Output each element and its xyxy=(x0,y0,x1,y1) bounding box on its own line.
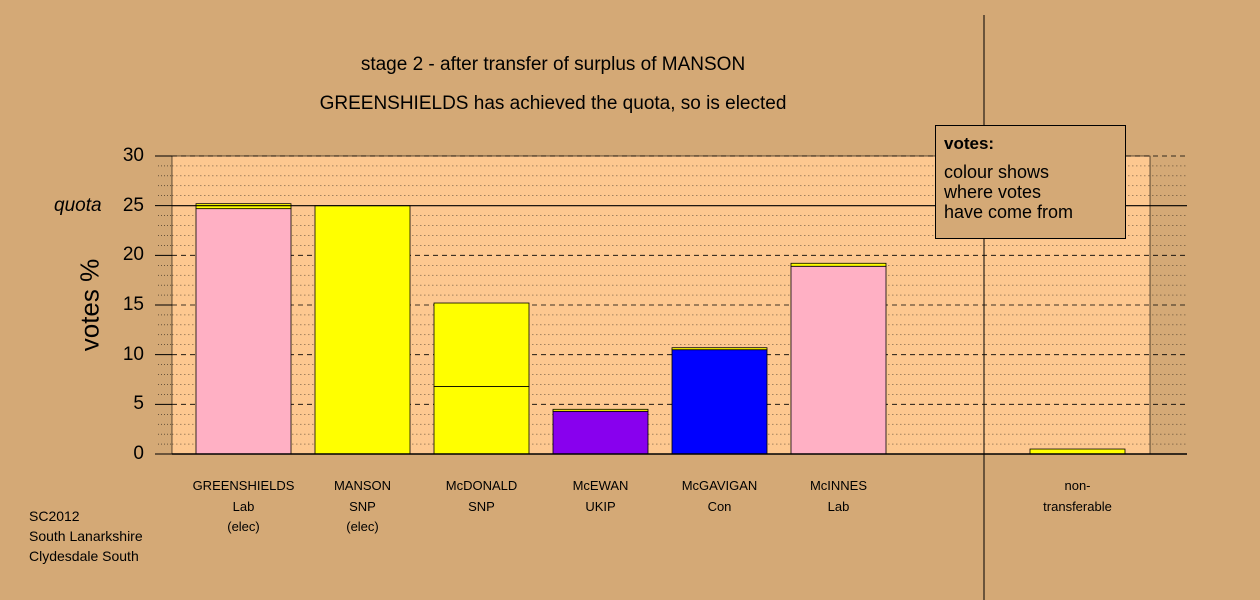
y-tick-label: 20 xyxy=(122,244,144,266)
candidate-label-line: McINNES xyxy=(809,478,868,493)
y-tick-label: 15 xyxy=(122,294,144,315)
legend-box: votes: colour shows where votes have com… xyxy=(935,125,1126,239)
chart-title: stage 2 - after transfer of surplus of M… xyxy=(360,54,746,75)
legend-line-2: where votes xyxy=(944,182,1042,202)
candidate-label-line: transferable xyxy=(1043,498,1112,514)
bar-segment xyxy=(195,208,292,455)
bar-segment xyxy=(790,265,887,455)
candidate-label-line: non- xyxy=(1064,478,1091,493)
y-tick-label: 5 xyxy=(133,393,144,415)
bar-segment xyxy=(1029,448,1126,455)
bar-segment xyxy=(790,262,887,267)
chart-subtitle: GREENSHIELDS has achieved the quota, so … xyxy=(319,93,787,114)
footer-line-ward: Clydesdale South xyxy=(29,548,139,564)
candidate-label: McDONALD SNP xyxy=(422,476,542,517)
bar-segment xyxy=(671,347,768,351)
bars xyxy=(195,203,1126,455)
candidate-label-line: McGAVIGAN xyxy=(681,478,758,493)
candidate-label-line: GREENSHIELDS xyxy=(192,478,295,493)
candidate-label-line: McDONALD xyxy=(445,478,518,493)
footer-caption: SC2012 South Lanarkshire Clydesdale Sout… xyxy=(29,506,143,566)
y-tick-label: 0 xyxy=(133,443,144,464)
bar-segment xyxy=(552,410,649,455)
legend-line-1: colour shows xyxy=(944,162,1050,182)
quota-label: quota xyxy=(54,195,102,216)
candidate-label: MANSON SNP (elec) xyxy=(303,476,423,538)
candidate-label-line: UKIP xyxy=(585,498,616,514)
footer-line-election: SC2012 xyxy=(29,508,80,524)
candidate-label-line: Con xyxy=(707,498,732,514)
candidate-label: GREENSHIELDS Lab (elec) xyxy=(184,476,304,538)
candidate-label-line: SNP xyxy=(468,498,495,514)
y-tick-label: 10 xyxy=(122,343,144,365)
candidate-label-line: Lab xyxy=(232,498,255,514)
legend-line-3: have come from xyxy=(944,202,1074,222)
candidate-label-line: Lab xyxy=(827,498,850,514)
candidate-label: McGAVIGAN Con xyxy=(660,476,780,517)
bar-segment xyxy=(314,205,411,455)
bar-segment xyxy=(433,302,530,387)
candidate-label-line: McEWAN xyxy=(572,478,629,493)
y-tick-label: 30 xyxy=(122,145,144,166)
candidate-label-line: MANSON xyxy=(333,478,392,493)
footer-line-council: South Lanarkshire xyxy=(29,528,143,544)
candidate-label: McINNES Lab xyxy=(779,476,899,517)
candidate-label: McEWAN UKIP xyxy=(541,476,661,517)
candidate-label-line: (elec) xyxy=(346,519,379,534)
candidate-label-line: SNP xyxy=(349,498,376,514)
legend-body: colour shows where votes have come from xyxy=(944,162,1117,222)
candidate-label-line: (elec) xyxy=(227,519,260,534)
candidate-label: non-transferable xyxy=(1018,476,1138,517)
y-tick-label: 25 xyxy=(122,194,144,216)
legend-title: votes: xyxy=(944,134,995,153)
bar-segment xyxy=(671,349,768,455)
bar-segment xyxy=(433,386,530,455)
bar-segment xyxy=(552,408,649,412)
